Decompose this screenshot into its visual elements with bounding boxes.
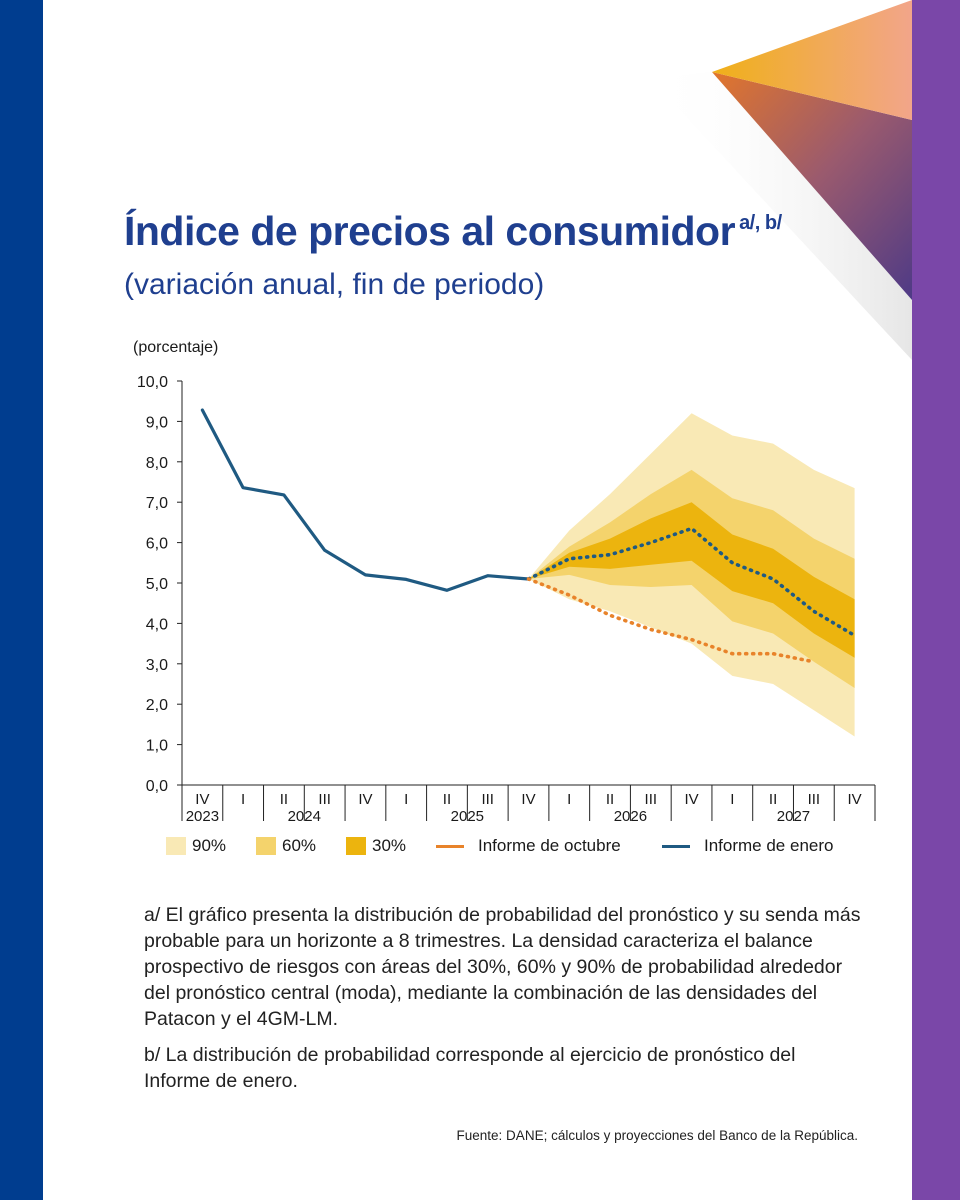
axes: 0,01,02,03,04,05,06,07,08,09,010,0IV I II I… — [137, 374, 876, 825]
x-quarter-label: IV — [521, 791, 535, 808]
legend-90-swatch — [166, 837, 186, 855]
x-year-label: 2027 — [777, 808, 810, 825]
x-quarter-label: I — [730, 791, 734, 808]
legend-octubre-line — [436, 844, 464, 848]
legend-octubre-label: Informe de octubre — [478, 836, 621, 855]
legend-enero-label: Informe de enero — [704, 836, 834, 855]
legend-60-swatch — [256, 837, 276, 855]
title-superscript: a/, b/ — [739, 212, 782, 234]
y-tick-label: 4,0 — [146, 616, 168, 633]
y-tick-label: 10,0 — [137, 374, 168, 391]
legend-enero: Informe de enero — [662, 836, 833, 856]
x-quarter-label: IV — [195, 791, 209, 808]
deco-shadow — [650, 72, 912, 360]
legend-60: 60% — [256, 836, 316, 856]
title-text: Índice de precios al consumidor — [124, 208, 736, 254]
deco-bottom-shape — [712, 72, 912, 300]
x-quarter-label: II — [769, 791, 777, 808]
legend-30-swatch — [346, 837, 366, 855]
y-tick-label: 3,0 — [146, 657, 168, 674]
x-quarter-label: I — [567, 791, 571, 808]
fan-bands — [528, 413, 855, 737]
legend-enero-line — [662, 844, 690, 848]
chart-title: Índice de precios al consumidor a/, b/ — [124, 208, 782, 255]
footnotes: a/ El gráfico presenta la distribución d… — [144, 902, 864, 1104]
x-year-label: 2024 — [288, 808, 321, 825]
cpi-fan-chart: (porcentaje) 0,0 1,0 2,0 3,0 4,0 5,0 6,0 7,0 8,0… — [133, 339, 876, 825]
y-tick-label: 5,0 — [146, 576, 168, 593]
y-tick-label: 6,0 — [146, 536, 168, 553]
source-note: Fuente: DANE; cálculos y proyecciones de… — [456, 1128, 858, 1143]
series-line-0 — [200, 408, 531, 592]
x-quarter-label: III — [645, 791, 658, 808]
y-tick-label: 0,0 — [146, 778, 168, 795]
x-quarter-label: II — [443, 791, 451, 808]
x-quarter-label: III — [481, 791, 494, 808]
x-quarter-label: IV — [848, 791, 862, 808]
x-quarter-label: II — [280, 791, 288, 808]
legend-octubre: Informe de octubre — [436, 836, 621, 856]
decorative-shapes — [650, 0, 912, 360]
chart-subtitle: (variación anual, fin de periodo) — [124, 268, 545, 301]
footnote-b: b/ La distribución de probabilidad corre… — [144, 1044, 796, 1092]
x-year-label: 2023 — [186, 808, 219, 825]
y-axis-label: (porcentaje) — [133, 339, 218, 356]
fan-band30 — [528, 502, 855, 658]
y-tick-label: 1,0 — [146, 738, 168, 755]
x-quarter-label: IV — [358, 791, 372, 808]
x-quarter-label: III — [808, 791, 821, 808]
x-quarter-label: IV — [684, 791, 698, 808]
x-year-label: 2025 — [451, 808, 484, 825]
legend-60-label: 60% — [282, 836, 317, 855]
legend-90-label: 90% — [192, 836, 227, 855]
x-quarter-label: III — [318, 791, 331, 808]
series-line-2 — [526, 577, 816, 664]
series-lines — [200, 408, 857, 664]
deco-top-shape — [712, 0, 912, 120]
legend-90: 90% — [166, 836, 226, 856]
x-quarter-label: I — [404, 791, 408, 808]
y-tick-label: 2,0 — [146, 697, 168, 714]
y-tick-label: 8,0 — [146, 455, 168, 472]
right-brand-bar — [912, 0, 960, 1200]
x-year-label: 2026 — [614, 808, 647, 825]
y-tick-label: 7,0 — [146, 495, 168, 512]
legend-30: 30% — [346, 836, 406, 856]
x-quarter-label: I — [241, 791, 245, 808]
fan-band60 — [528, 469, 855, 688]
left-brand-bar — [0, 0, 43, 1200]
x-quarter-label: II — [606, 791, 614, 808]
y-tick-label: 9,0 — [146, 414, 168, 431]
legend-30-label: 30% — [372, 836, 407, 855]
footnote-a: a/ El gráfico presenta la distribución d… — [144, 904, 861, 1030]
